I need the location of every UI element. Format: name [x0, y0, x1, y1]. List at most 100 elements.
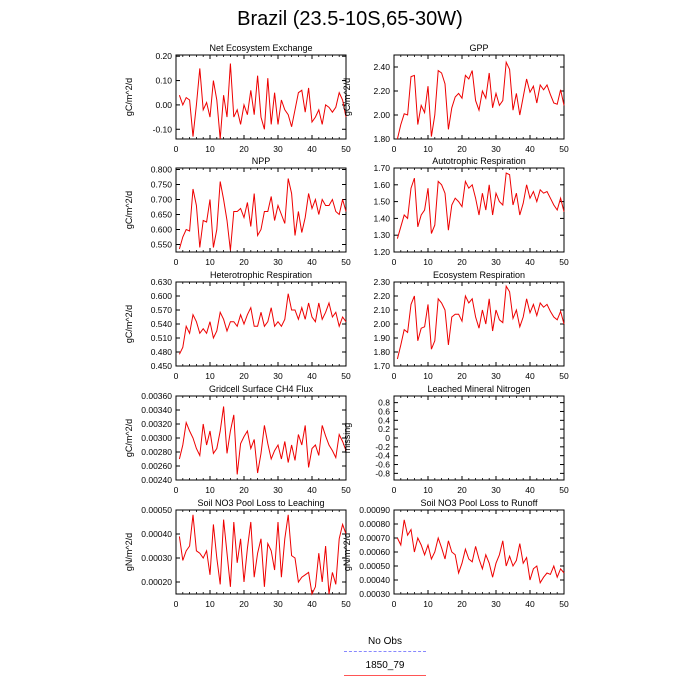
x-tick-label: 10 — [423, 485, 433, 495]
panel-1: Net Ecosystem Exchange 0 10 20 30 40 50 -0.10 0.… — [124, 43, 351, 154]
x-tick-label: 0 — [174, 257, 179, 267]
x-tick-label: 20 — [239, 257, 249, 267]
y-tick-label: 0.600 — [151, 225, 173, 235]
y-tick-label: 0.8 — [378, 398, 390, 408]
y-tick-label: 0.10 — [155, 76, 172, 86]
y-tick-label: 0.00300 — [141, 433, 172, 443]
y-tick-label: 1.60 — [373, 180, 390, 190]
y-tick-label: 0.570 — [151, 305, 173, 315]
y-tick-label: 1.30 — [373, 230, 390, 240]
x-tick-label: 0 — [174, 371, 179, 381]
y-tick-label: 2.20 — [373, 86, 390, 96]
x-tick-label: 10 — [423, 144, 433, 154]
y-tick-label: 1.50 — [373, 197, 390, 207]
y-tick-label: 0.00260 — [141, 461, 172, 471]
series-line-1 — [396, 284, 565, 360]
panel-title: Heterotrophic Respiration — [210, 270, 312, 280]
figure-title: Brazil (23.5-10S,65-30W) — [237, 8, 463, 30]
panel-title: Leached Mineral Nitrogen — [427, 384, 530, 394]
series-line-1 — [178, 63, 347, 140]
y-tick-label: 0.2 — [378, 424, 390, 434]
x-tick-label: 40 — [525, 257, 535, 267]
x-tick-label: 30 — [273, 371, 283, 381]
panel-3: NPP 0 10 20 30 40 50 0.550 0.600 0.650 0.700 0.750 0… — [124, 156, 351, 267]
y-tick-label: 0.650 — [151, 210, 173, 220]
panel-4: Autotrophic Respiration 0 10 20 30 40 50 1.20 1.… — [373, 156, 569, 267]
x-tick-label: 20 — [239, 599, 249, 609]
y-tick-label: 0.00060 — [359, 547, 390, 557]
x-tick-label: 40 — [307, 144, 317, 154]
y-tick-label: -0.4 — [375, 451, 390, 461]
x-tick-label: 10 — [423, 599, 433, 609]
x-tick-label: 30 — [491, 599, 501, 609]
x-tick-label: 50 — [559, 257, 569, 267]
y-axis-label: gC/m^2/d — [342, 78, 352, 116]
x-tick-label: 40 — [307, 599, 317, 609]
x-tick-label: 50 — [341, 599, 351, 609]
y-tick-label: 1.20 — [373, 247, 390, 257]
y-tick-label: 2.40 — [373, 62, 390, 72]
x-tick-label: 30 — [491, 371, 501, 381]
x-tick-label: 10 — [423, 371, 433, 381]
x-tick-label: 20 — [457, 144, 467, 154]
panel-title: Soil NO3 Pool Loss to Runoff — [421, 498, 538, 508]
x-tick-label: 0 — [174, 599, 179, 609]
y-tick-label: 1.80 — [373, 134, 390, 144]
panel-title: NPP — [252, 156, 271, 166]
y-tick-label: 0.480 — [151, 347, 173, 357]
y-tick-label: 0.00050 — [359, 561, 390, 571]
y-tick-label: 0.6 — [378, 406, 390, 416]
y-tick-label: 0.00090 — [359, 505, 390, 515]
y-tick-label: 1.90 — [373, 333, 390, 343]
y-tick-label: 0.450 — [151, 361, 173, 371]
series-line-1 — [396, 519, 565, 585]
x-tick-label: 40 — [525, 371, 535, 381]
x-tick-label: 0 — [174, 144, 179, 154]
panel-title: Soil NO3 Pool Loss to Leaching — [197, 498, 324, 508]
y-tick-label: 0.00240 — [141, 475, 172, 485]
y-axis-label: gC/m^2/d — [124, 305, 134, 343]
x-tick-label: 40 — [525, 485, 535, 495]
x-tick-label: 30 — [273, 599, 283, 609]
y-tick-label: 0.630 — [151, 277, 173, 287]
x-tick-label: 30 — [273, 144, 283, 154]
panel-6: Ecosystem Respiration 0 10 20 30 40 50 1.70 1.80… — [373, 270, 569, 381]
y-tick-label: 0.800 — [151, 165, 173, 175]
x-tick-label: 40 — [307, 371, 317, 381]
x-tick-label: 50 — [559, 144, 569, 154]
y-axis-label: gC/m^2/d — [124, 419, 134, 457]
panel-5: Heterotrophic Respiration 0 10 20 30 40 50 0.45… — [124, 270, 351, 381]
y-tick-label: 1.40 — [373, 213, 390, 223]
x-tick-label: 40 — [525, 599, 535, 609]
legend-label-1850-79: 1850_79 — [365, 660, 405, 671]
y-tick-label: 0.700 — [151, 195, 173, 205]
x-tick-label: 20 — [239, 485, 249, 495]
y-tick-label: 0.00020 — [141, 577, 172, 587]
y-tick-label: 0.750 — [151, 180, 173, 190]
y-tick-label: -0.10 — [153, 124, 173, 134]
y-tick-label: 0.00340 — [141, 405, 172, 415]
y-tick-label: 0.510 — [151, 333, 173, 343]
y-tick-label: -0.6 — [375, 460, 390, 470]
panel-frame — [393, 281, 565, 367]
x-tick-label: 20 — [457, 599, 467, 609]
x-tick-label: 30 — [273, 485, 283, 495]
x-tick-label: 50 — [559, 599, 569, 609]
panel-9: Soil NO3 Pool Loss to Leaching 0 10 20 30 40 5… — [124, 498, 351, 609]
y-tick-label: 0.00320 — [141, 419, 172, 429]
y-tick-label: 0.00030 — [141, 553, 172, 563]
x-tick-label: 10 — [205, 257, 215, 267]
x-tick-label: 50 — [341, 371, 351, 381]
series-line-1 — [178, 514, 347, 596]
x-tick-label: 0 — [392, 144, 397, 154]
y-tick-label: 1.80 — [373, 347, 390, 357]
y-tick-label: 2.00 — [373, 110, 390, 120]
panel-frame — [393, 167, 565, 253]
panel-frame — [393, 395, 565, 481]
series-line-1 — [396, 60, 565, 140]
series-line-1 — [396, 172, 565, 239]
x-tick-label: 0 — [392, 257, 397, 267]
y-tick-label: 0.600 — [151, 291, 173, 301]
